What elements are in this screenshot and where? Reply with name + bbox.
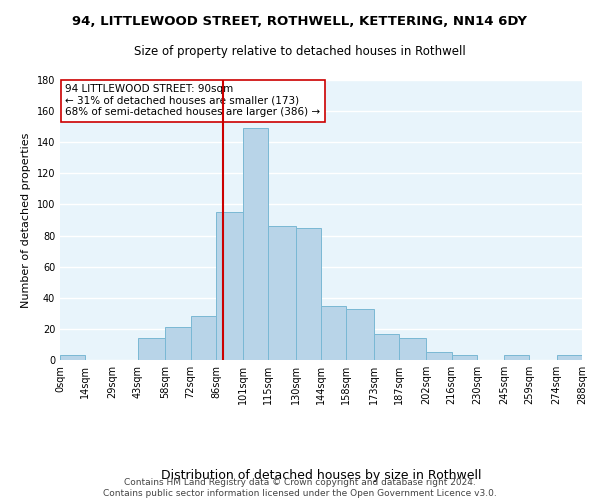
Bar — [268, 226, 296, 360]
Bar — [504, 356, 529, 360]
Text: Distribution of detached houses by size in Rothwell: Distribution of detached houses by size … — [161, 470, 481, 482]
Bar — [374, 334, 399, 360]
Bar — [452, 356, 477, 360]
Bar — [296, 228, 321, 360]
Bar — [346, 308, 374, 360]
Text: 94, LITTLEWOOD STREET, ROTHWELL, KETTERING, NN14 6DY: 94, LITTLEWOOD STREET, ROTHWELL, KETTERI… — [73, 15, 527, 28]
Bar — [138, 338, 165, 360]
Text: 94 LITTLEWOOD STREET: 90sqm
← 31% of detached houses are smaller (173)
68% of se: 94 LITTLEWOOD STREET: 90sqm ← 31% of det… — [65, 84, 320, 117]
Bar — [191, 316, 216, 360]
Bar — [60, 356, 85, 360]
Bar — [321, 306, 346, 360]
Bar — [557, 356, 582, 360]
Y-axis label: Number of detached properties: Number of detached properties — [21, 132, 31, 308]
Bar — [426, 352, 452, 360]
Bar — [243, 128, 268, 360]
Bar — [216, 212, 243, 360]
Text: Contains HM Land Registry data © Crown copyright and database right 2024.
Contai: Contains HM Land Registry data © Crown c… — [103, 478, 497, 498]
Bar — [399, 338, 426, 360]
Bar — [165, 328, 191, 360]
Text: Size of property relative to detached houses in Rothwell: Size of property relative to detached ho… — [134, 45, 466, 58]
